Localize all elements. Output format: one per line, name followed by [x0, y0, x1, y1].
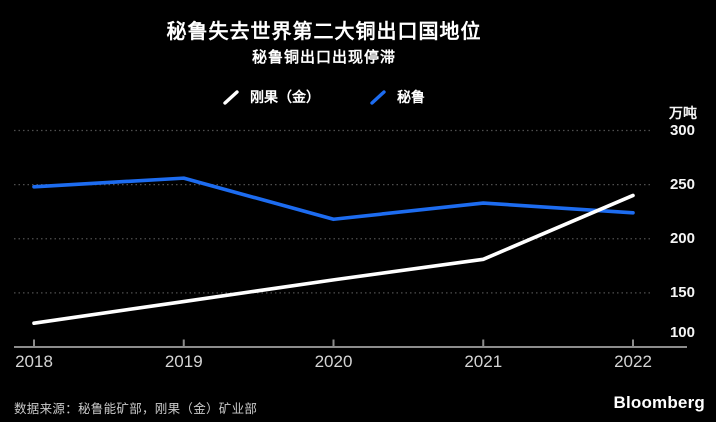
x-axis-tick-label: 2020	[314, 352, 353, 371]
legend-item-congo: 刚果（金）	[223, 87, 320, 107]
source-note: 数据来源：秘鲁能矿部，刚果（金）矿业部	[14, 402, 258, 416]
y-axis-unit-label: 万吨	[669, 105, 697, 121]
y-axis-tick-label: 200	[669, 229, 695, 247]
legend-label: 刚果（金）	[250, 89, 320, 105]
legend-label: 秘鲁	[397, 89, 425, 105]
legend-item-peru: 秘鲁	[370, 87, 425, 107]
y-axis-tick-label: 250	[669, 175, 695, 193]
chart-subtitle: 秘鲁铜出口出现停滞	[251, 49, 396, 66]
y-axis-tick-label: 300	[669, 121, 695, 139]
line-marker-icon	[370, 89, 386, 105]
x-axis-tick-label: 2018	[15, 352, 53, 371]
y-axis-tick-label: 100	[669, 324, 695, 341]
chart-title: 秘鲁失去世界第二大铜出口国地位	[166, 21, 482, 43]
x-axis-tick-label: 2021	[464, 352, 503, 371]
x-axis-tick-label: 2019	[164, 352, 203, 371]
x-axis-tick-label: 2022	[614, 352, 652, 371]
y-axis-tick-label: 150	[669, 283, 695, 301]
line-marker-icon	[223, 89, 239, 105]
legend: 刚果（金） 秘鲁	[0, 87, 648, 107]
bloomberg-logo: Bloomberg	[613, 393, 705, 412]
series-line	[32, 176, 635, 222]
series-line	[32, 193, 635, 325]
